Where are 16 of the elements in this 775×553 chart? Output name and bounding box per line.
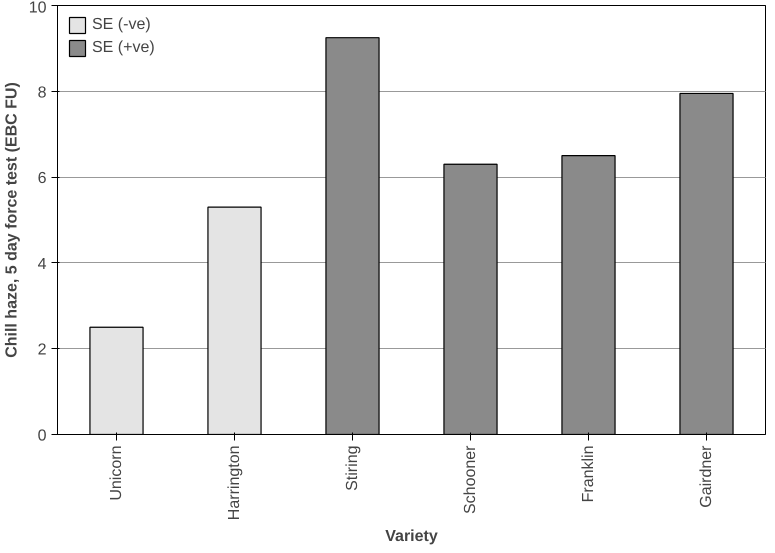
- x-tick-label: Schooner: [462, 444, 479, 514]
- x-axis-title: Variety: [385, 528, 438, 546]
- legend-label: SE (-ve): [92, 16, 151, 34]
- y-tick-label: 10: [28, 0, 47, 16]
- y-tick-label: 8: [38, 84, 47, 102]
- y-tick-label: 2: [38, 342, 47, 359]
- x-tick-label: Franklin: [580, 446, 597, 502]
- y-tick-label: 4: [38, 256, 47, 273]
- legend-label: SE (+ve): [92, 39, 155, 57]
- x-tick-label: Unicorn: [108, 445, 125, 501]
- x-tick-label: Stiring: [344, 445, 361, 491]
- x-tick-label: Gairdner: [698, 444, 715, 508]
- x-tick-label: Harrington: [226, 446, 243, 520]
- y-axis-title: Chill haze, 5 day force test (EBC FU): [4, 82, 21, 358]
- y-tick-label: 0: [38, 428, 47, 444]
- y-tick-label: 6: [38, 170, 47, 188]
